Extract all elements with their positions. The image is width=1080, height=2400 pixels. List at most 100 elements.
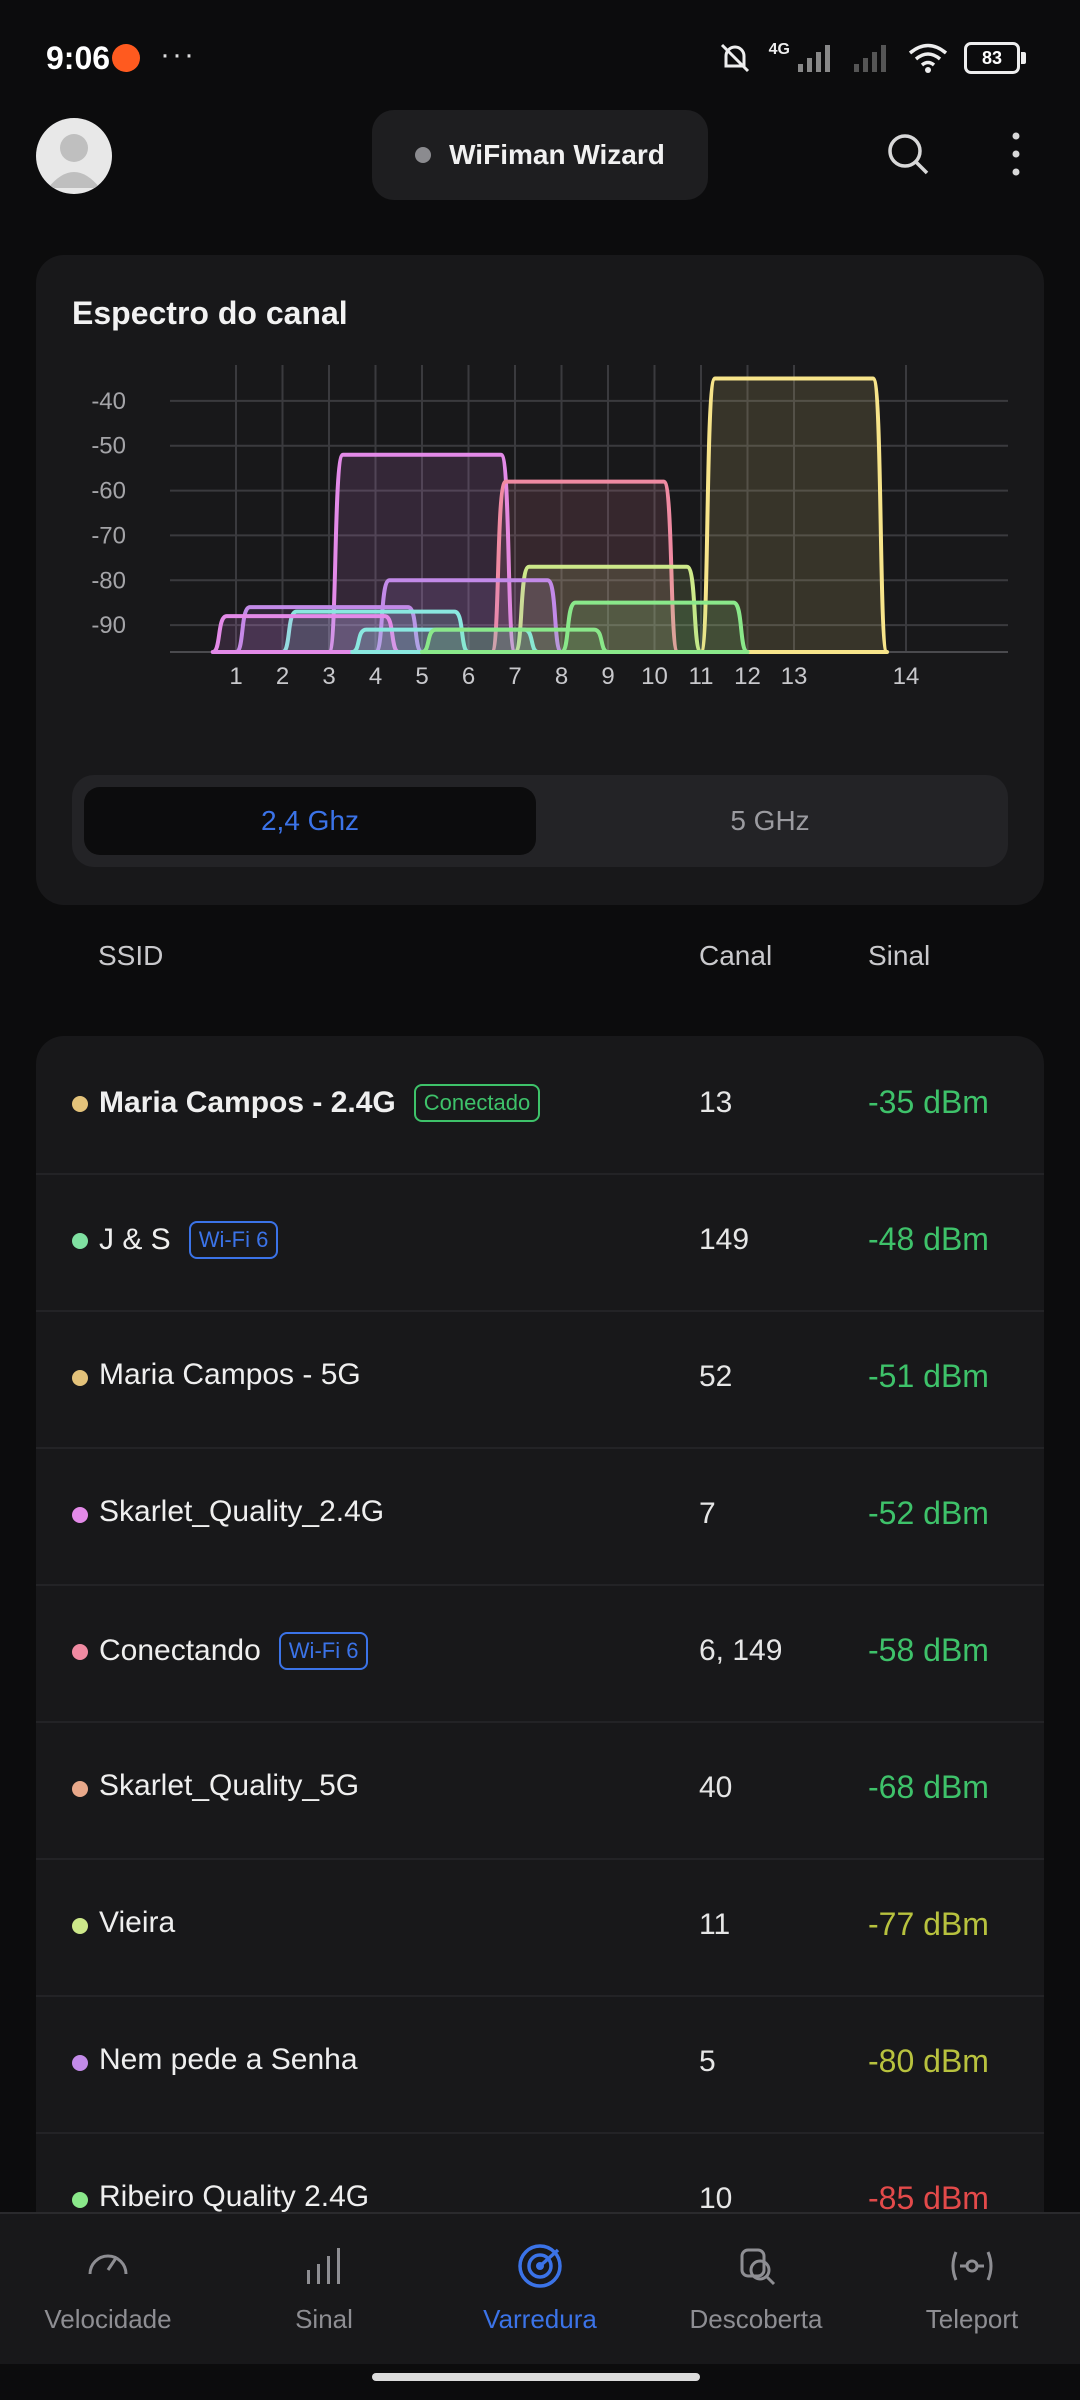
network-ssid-cell: J & S Wi-Fi 6	[99, 1221, 279, 1259]
network-row[interactable]: Ribeiro Quality 2.4G 10 -85 dBm	[36, 2132, 1044, 2236]
network-color-dot	[72, 1507, 88, 1523]
network-channel: 11	[699, 1908, 731, 1941]
column-ssid[interactable]: SSID	[98, 940, 164, 971]
cell-signal-2-icon	[854, 45, 886, 72]
network-row[interactable]: Maria Campos - 2.4G Conectado 13 -35 dBm	[36, 1036, 1044, 1175]
network-signal: -51 dBm	[868, 1358, 989, 1394]
network-signal: -48 dBm	[868, 1221, 989, 1257]
network-color-dot	[72, 1233, 88, 1249]
network-ssid-cell: Vieira	[99, 1906, 175, 1940]
more-options-icon[interactable]	[1004, 130, 1028, 178]
wizard-button[interactable]: WiFiman Wizard	[372, 110, 708, 200]
wifi-icon	[908, 43, 948, 73]
network-ssid: Maria Campos - 5G	[99, 1358, 361, 1391]
channel-curve	[280, 609, 471, 654]
network-color-dot	[72, 1781, 88, 1797]
network-row[interactable]: J & S Wi-Fi 6 149 -48 dBm	[36, 1173, 1044, 1312]
cell-signal-icon	[798, 45, 830, 72]
network-channel: 10	[699, 2182, 733, 2215]
nav-item-varredura[interactable]: Varredura	[432, 2214, 648, 2364]
x-tick-label: 2	[276, 663, 289, 690]
spectrum-title: Espectro do canal	[72, 295, 348, 331]
column-signal[interactable]: Sinal	[868, 940, 931, 971]
tab-2-4ghz[interactable]: 2,4 Ghz	[84, 787, 536, 855]
x-tick-label: 7	[508, 663, 521, 690]
network-channel: 6, 149	[699, 1634, 783, 1667]
x-tick-label: 5	[415, 663, 428, 690]
status-dot-icon	[415, 147, 432, 163]
network-channel: 40	[699, 1771, 733, 1804]
speedometer-icon	[88, 2254, 128, 2275]
network-row[interactable]: Maria Campos - 5G 52 -51 dBm	[36, 1310, 1044, 1449]
network-channel: 52	[699, 1360, 733, 1393]
network-ssid-cell: Maria Campos - 5G	[99, 1358, 361, 1392]
battery-level: 83	[981, 47, 1003, 68]
network-signal: -80 dBm	[868, 2043, 989, 2079]
network-row[interactable]: Conectando Wi-Fi 6 6, 149 -58 dBm	[36, 1584, 1044, 1723]
x-tick-label: 10	[641, 663, 668, 690]
network-color-dot	[72, 2055, 88, 2071]
channel-curve	[699, 376, 889, 654]
network-badge: Wi-Fi 6	[188, 1221, 279, 1259]
battery-icon: 83	[964, 42, 1026, 74]
network-ssid: Ribeiro Quality 2.4G	[99, 2180, 370, 2213]
x-tick-label: 6	[462, 663, 475, 690]
teleport-icon	[951, 2251, 993, 2281]
network-list: Maria Campos - 2.4G Conectado 13 -35 dBm…	[36, 1036, 1044, 2236]
channel-curve	[559, 600, 750, 654]
column-channel[interactable]: Canal	[699, 940, 773, 971]
network-row[interactable]: Skarlet_Quality_2.4G 7 -52 dBm	[36, 1447, 1044, 1586]
status-time: 9:06	[46, 40, 111, 76]
search-icon[interactable]	[884, 130, 932, 178]
network-signal: -85 dBm	[868, 2180, 989, 2216]
y-tick-label: -70	[91, 522, 126, 549]
network-ssid-cell: Maria Campos - 2.4G Conectado	[99, 1084, 541, 1122]
channel-curve	[373, 578, 564, 654]
network-row[interactable]: Nem pede a Senha 5 -80 dBm	[36, 1995, 1044, 2134]
nav-item-teleport[interactable]: Teleport	[864, 2214, 1080, 2364]
nav-item-velocidade[interactable]: Velocidade	[0, 2214, 216, 2364]
y-tick-label: -40	[91, 388, 126, 415]
discovery-icon	[740, 2248, 776, 2286]
x-tick-label: 9	[601, 663, 614, 690]
x-tick-label: 14	[893, 663, 920, 690]
x-tick-label: 4	[369, 663, 382, 690]
network-row[interactable]: Skarlet_Quality_5G 40 -68 dBm	[36, 1721, 1044, 1860]
nav-item-sinal[interactable]: Sinal	[216, 2214, 432, 2364]
x-tick-label: 3	[322, 663, 335, 690]
network-color-dot	[72, 2192, 88, 2208]
tab-5ghz[interactable]: 5 GHz	[730, 805, 810, 836]
network-row[interactable]: Vieira 11 -77 dBm	[36, 1858, 1044, 1997]
x-tick-label: 11	[689, 663, 714, 690]
network-ssid: J & S	[99, 1223, 171, 1256]
network-signal: -52 dBm	[868, 1495, 989, 1531]
network-ssid: Nem pede a Senha	[99, 2043, 358, 2076]
user-icon	[48, 134, 100, 188]
y-tick-label: -80	[91, 567, 126, 594]
nav-item-descoberta[interactable]: Descoberta	[648, 2214, 864, 2364]
network-signal: -77 dBm	[868, 1906, 989, 1942]
network-ssid: Skarlet_Quality_5G	[99, 1769, 360, 1802]
x-tick-label: 13	[781, 663, 808, 690]
network-ssid-cell: Nem pede a Senha	[99, 2043, 358, 2077]
nav-label: Sinal	[295, 2304, 353, 2334]
nav-label: Descoberta	[689, 2304, 823, 2334]
network-ssid-cell: Ribeiro Quality 2.4G	[99, 2180, 369, 2214]
network-badge: Conectado	[413, 1084, 541, 1122]
network-channel: 7	[699, 1497, 716, 1530]
x-tick-label: 8	[555, 663, 568, 690]
network-signal: -35 dBm	[868, 1084, 989, 1120]
avatar[interactable]	[36, 118, 112, 194]
network-signal: -58 dBm	[868, 1632, 989, 1668]
channel-spectrum-chart: -40-50-60-70-80-90 1 2 3 4 5 6 7 8 9 10 11 12 13 14	[91, 365, 1008, 690]
network-color-dot	[72, 1644, 88, 1660]
bottom-navigation: Velocidade Sinal Varredura Descoberta Te…	[0, 2212, 1080, 2364]
y-tick-label: -60	[91, 478, 126, 505]
network-color-dot	[72, 1370, 88, 1386]
network-ssid-cell: Skarlet_Quality_5G	[99, 1769, 359, 1803]
notification-badge-icon	[112, 44, 140, 72]
y-tick-label: -90	[91, 612, 126, 639]
status-bar: 9:06 ··· 4G 83	[0, 0, 1080, 110]
home-indicator	[372, 2373, 700, 2381]
